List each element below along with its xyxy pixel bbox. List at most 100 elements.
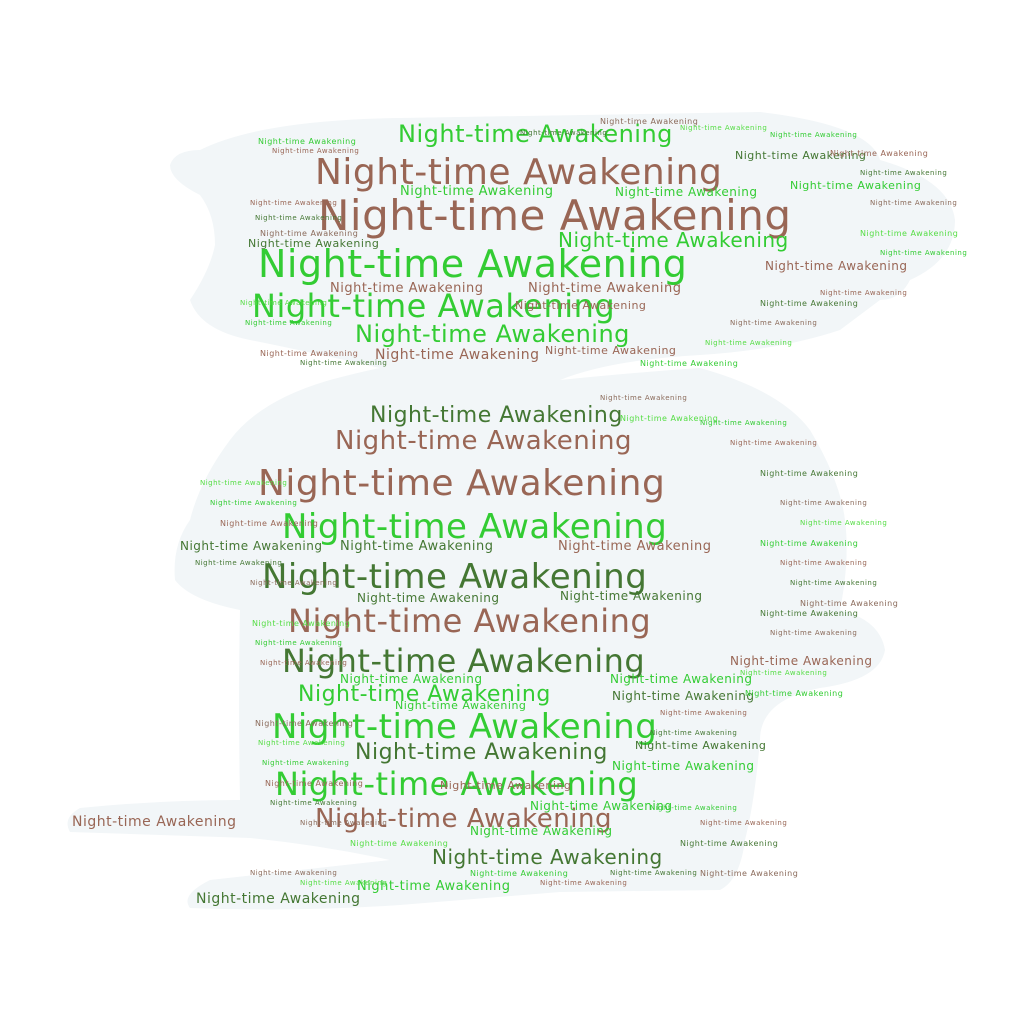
silhouette-shape bbox=[67, 112, 956, 910]
word-cloud-term: Night-time Awakening bbox=[335, 426, 632, 456]
word-cloud-term-small: Night-time Awakening bbox=[255, 214, 343, 222]
word-cloud-term-small: Night-time Awakening bbox=[730, 319, 818, 327]
word-cloud-term: Night-time Awakening bbox=[515, 299, 647, 312]
word-cloud-term-small: Night-time Awakening bbox=[830, 149, 929, 158]
word-cloud-term: Night-time Awakening bbox=[470, 824, 613, 838]
word-cloud-term-small: Night-time Awakening bbox=[760, 609, 859, 618]
word-cloud-term: Night-time Awakening bbox=[258, 463, 666, 504]
word-cloud-term-small: Night-time Awakening bbox=[680, 839, 779, 848]
word-cloud-term-small: Night-time Awakening bbox=[470, 869, 569, 878]
word-cloud-term-small: Night-time Awakening bbox=[600, 117, 699, 126]
word-cloud-term-small: Night-time Awakening bbox=[270, 799, 358, 807]
word-cloud-term: Night-time Awakening bbox=[288, 602, 652, 640]
word-cloud-term-small: Night-time Awakening bbox=[195, 559, 283, 567]
word-cloud-term: Night-time Awakening bbox=[180, 539, 323, 553]
word-cloud-term-small: Night-time Awakening bbox=[620, 414, 719, 423]
word-cloud-term: Night-time Awakening bbox=[340, 539, 494, 554]
word-cloud-term-small: Night-time Awakening bbox=[800, 599, 899, 608]
word-cloud-term-small: Night-time Awakening bbox=[350, 839, 449, 848]
word-cloud-term: Night-time Awakening bbox=[612, 759, 755, 773]
word-cloud-term: Night-time Awakening bbox=[560, 589, 703, 603]
word-cloud-term-small: Night-time Awakening bbox=[760, 469, 859, 478]
word-cloud-term: Night-time Awakening bbox=[395, 699, 527, 712]
word-cloud-term: Night-time Awakening bbox=[282, 507, 668, 547]
word-cloud-term-small: Night-time Awakening bbox=[700, 869, 799, 878]
word-cloud-term: Night-time Awakening bbox=[765, 259, 908, 273]
word-cloud-term-small: Night-time Awakening bbox=[260, 349, 359, 358]
word-cloud-term: Night-time Awakening bbox=[735, 149, 867, 162]
word-cloud-term: Night-time Awakening bbox=[545, 344, 677, 357]
word-cloud-term-small: Night-time Awakening bbox=[260, 229, 359, 238]
word-cloud-term: Night-time Awakening bbox=[730, 654, 873, 668]
word-cloud-term: Night-time Awakening bbox=[375, 347, 540, 363]
word-cloud-term-small: Night-time Awakening bbox=[660, 709, 748, 717]
word-cloud-term: Night-time Awakening bbox=[790, 179, 922, 192]
word-cloud-term-small: Night-time Awakening bbox=[760, 539, 859, 548]
word-cloud-term-small: Night-time Awakening bbox=[258, 137, 357, 146]
word-cloud-term-small: Night-time Awakening bbox=[650, 804, 738, 812]
word-cloud-term: Night-time Awakening bbox=[330, 281, 484, 296]
word-cloud-term-small: Night-time Awakening bbox=[260, 659, 348, 667]
word-cloud-term-small: Night-time Awakening bbox=[255, 719, 354, 728]
word-cloud-term-small: Night-time Awakening bbox=[770, 629, 858, 637]
word-cloud-term-small: Night-time Awakening bbox=[250, 579, 338, 587]
word-cloud-term-small: Night-time Awakening bbox=[300, 819, 388, 827]
word-cloud-term: Night-time Awakening bbox=[72, 814, 237, 830]
word-cloud-term-small: Night-time Awakening bbox=[252, 619, 351, 628]
word-cloud-term-small: Night-time Awakening bbox=[745, 689, 844, 698]
word-cloud-term-small: Night-time Awakening bbox=[262, 759, 350, 767]
word-cloud-term: Night-time Awakening bbox=[355, 740, 608, 765]
word-cloud-term-small: Night-time Awakening bbox=[650, 729, 738, 737]
word-cloud-term: Night-time Awakening bbox=[558, 228, 789, 252]
word-cloud-term-small: Night-time Awakening bbox=[680, 124, 768, 132]
word-cloud-term-small: Night-time Awakening bbox=[300, 879, 388, 887]
word-cloud-term-small: Night-time Awakening bbox=[520, 129, 608, 137]
word-cloud-term: Night-time Awakening bbox=[262, 557, 648, 597]
word-cloud-term-small: Night-time Awakening bbox=[300, 359, 388, 367]
word-cloud-term: Night-time Awakening bbox=[315, 804, 612, 834]
word-cloud-term: Night-time Awakening bbox=[248, 237, 380, 250]
word-cloud-term: Night-time Awakening bbox=[282, 642, 646, 680]
word-cloud-term: Night-time Awakening bbox=[340, 672, 483, 686]
word-cloud-term-small: Night-time Awakening bbox=[860, 229, 959, 238]
word-cloud-term-small: Night-time Awakening bbox=[705, 339, 793, 347]
word-cloud-term-small: Night-time Awakening bbox=[780, 559, 868, 567]
word-cloud-term-small: Night-time Awakening bbox=[770, 131, 858, 139]
word-cloud-term-small: Night-time Awakening bbox=[240, 299, 328, 307]
word-cloud-term-small: Night-time Awakening bbox=[250, 869, 338, 877]
word-cloud-term: Night-time Awakening bbox=[530, 799, 673, 813]
word-cloud-term: Night-time Awakening bbox=[298, 682, 551, 707]
word-cloud-term-small: Night-time Awakening bbox=[870, 199, 958, 207]
word-cloud-term: Night-time Awakening bbox=[610, 672, 753, 686]
word-cloud-term: Night-time Awakening bbox=[440, 779, 572, 792]
word-cloud-term: Night-time Awakening bbox=[275, 765, 639, 803]
word-cloud-term: Night-time Awakening bbox=[432, 845, 663, 869]
word-cloud-term: Night-time Awakening bbox=[318, 191, 792, 240]
word-cloud-term: Night-time Awakening bbox=[357, 879, 511, 894]
word-cloud-term-small: Night-time Awakening bbox=[610, 869, 698, 877]
word-cloud-term-small: Night-time Awakening bbox=[255, 639, 343, 647]
word-cloud-term-small: Night-time Awakening bbox=[860, 169, 948, 177]
word-cloud-term: Night-time Awakening bbox=[357, 591, 500, 605]
word-cloud-term: Night-time Awakening bbox=[615, 185, 758, 199]
word-cloud-term-small: Night-time Awakening bbox=[820, 289, 908, 297]
word-cloud-term: Night-time Awakening bbox=[315, 152, 723, 193]
word-cloud-term-small: Night-time Awakening bbox=[540, 879, 628, 887]
word-cloud-term: Night-time Awakening bbox=[558, 539, 712, 554]
word-cloud-term-small: Night-time Awakening bbox=[700, 419, 788, 427]
word-cloud-term-small: Night-time Awakening bbox=[245, 319, 333, 327]
word-cloud-term: Night-time Awakening bbox=[398, 120, 673, 148]
word-cloud-term: Night-time Awakening bbox=[355, 320, 630, 348]
word-cloud-term-small: Night-time Awakening bbox=[640, 359, 739, 368]
word-cloud-term-small: Night-time Awakening bbox=[700, 819, 788, 827]
word-cloud-term-small: Night-time Awakening bbox=[740, 669, 828, 677]
word-cloud-term: Night-time Awakening bbox=[252, 287, 616, 325]
word-cloud-term-small: Night-time Awakening bbox=[790, 579, 878, 587]
word-cloud-term-small: Night-time Awakening bbox=[600, 394, 688, 402]
word-cloud-term: Night-time Awakening bbox=[370, 403, 623, 428]
word-cloud-term: Night-time Awakening bbox=[612, 689, 755, 703]
word-cloud-term-small: Night-time Awakening bbox=[880, 249, 968, 257]
word-cloud-term-small: Night-time Awakening bbox=[780, 499, 868, 507]
word-cloud-term-small: Night-time Awakening bbox=[760, 299, 859, 308]
